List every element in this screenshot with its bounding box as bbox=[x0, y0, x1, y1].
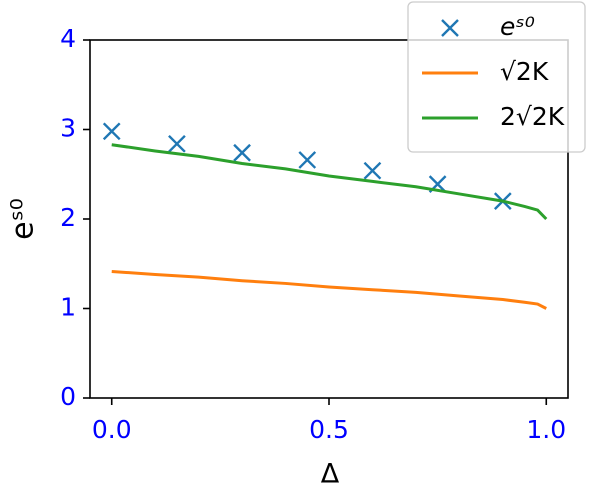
x-axis-label: Δ bbox=[321, 459, 340, 490]
x-tick-label: 0.5 bbox=[309, 415, 349, 444]
marker bbox=[233, 143, 251, 162]
y-tick-label: 2 bbox=[60, 203, 76, 232]
y-axis-label: eˢ⁰ bbox=[6, 198, 41, 240]
marker bbox=[441, 19, 459, 37]
y-tick-label: 4 bbox=[60, 24, 76, 53]
x-tick-label: 1.0 bbox=[526, 415, 566, 444]
marker bbox=[298, 151, 317, 169]
y-tick-label: 1 bbox=[60, 293, 76, 322]
legend-box bbox=[407, 1, 586, 153]
y-tick-label: 0 bbox=[60, 382, 76, 411]
legend-label: eˢ⁰ bbox=[500, 12, 535, 41]
legend-label: 2√2K bbox=[500, 102, 565, 131]
marker bbox=[102, 122, 121, 141]
line bbox=[111, 143, 548, 221]
marker bbox=[168, 134, 186, 153]
y-tick-label: 3 bbox=[60, 114, 76, 143]
legend-label: √2K bbox=[500, 57, 549, 86]
line bbox=[111, 269, 547, 310]
x-tick-label: 0.0 bbox=[92, 415, 132, 444]
marker bbox=[363, 161, 382, 180]
